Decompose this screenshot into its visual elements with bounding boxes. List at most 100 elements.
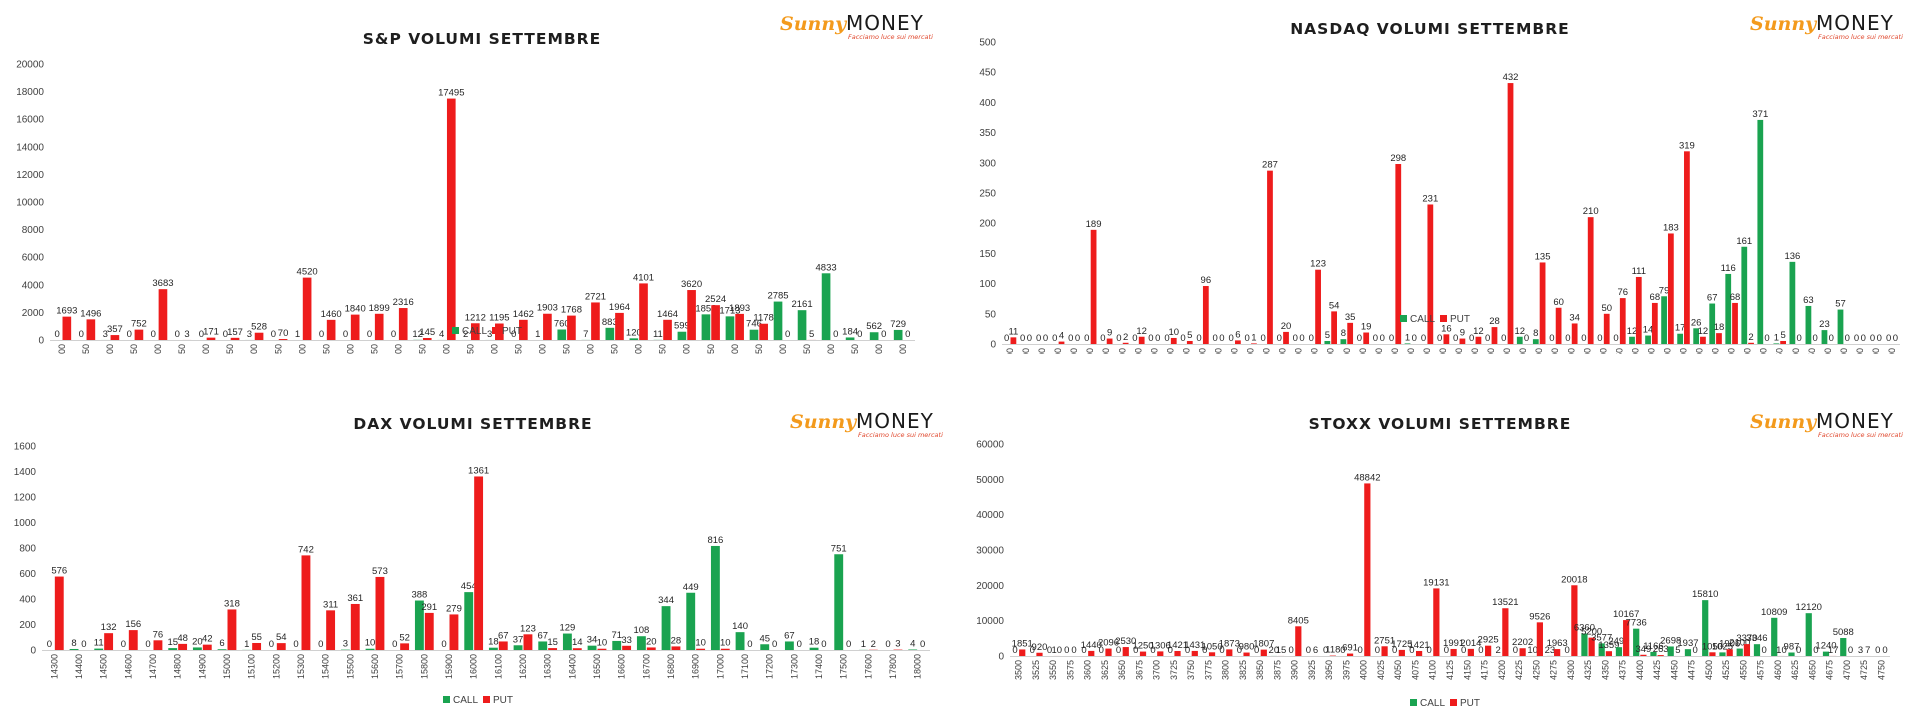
put-data-label: 1807 <box>1253 639 1274 650</box>
call-data-label: 599 <box>674 321 690 332</box>
call-bar <box>735 632 745 650</box>
call-data-label: 0 <box>1389 333 1394 344</box>
y-tick-label: 14000 <box>16 142 44 153</box>
logo-tagline: Facciamo luce sui mercati <box>1818 33 1903 41</box>
call-bar <box>1598 643 1605 656</box>
put-data-label: 1431 <box>1184 640 1205 651</box>
put-data-label: 0 <box>1877 333 1882 344</box>
logo-money-text: MONEY <box>1816 409 1894 433</box>
x-tick-label: 3500 <box>201 344 211 354</box>
x-tick-label: 4625 <box>1790 660 1800 680</box>
call-data-label: 0 <box>1288 645 1293 656</box>
x-tick-label: 3600 <box>1083 660 1093 680</box>
y-tick-label: 30000 <box>976 546 1004 557</box>
dax-chart-title: DAX VOLUMI SETTEMBRE <box>353 415 592 433</box>
nasdaq-volumes-chart: NASDAQ VOLUMI SETTEMBRE Sunny MONEY Facciam… <box>960 0 1920 354</box>
call-data-label: 0 <box>1392 645 1397 656</box>
call-data-label: 0 <box>1164 333 1169 344</box>
put-bar <box>1475 336 1482 344</box>
call-bar <box>414 600 424 650</box>
x-tick-label: 4325 <box>1583 660 1593 680</box>
put-data-label: 10 <box>720 638 731 649</box>
call-data-label: 0 <box>1020 333 1025 344</box>
call-data-label: 4 <box>439 329 444 340</box>
x-tick-label: 14400 <box>1470 348 1480 354</box>
call-data-label: 0 <box>1219 645 1224 656</box>
put-data-label: 1851 <box>1012 638 1033 649</box>
logo-money-text: MONEY <box>846 11 924 35</box>
put-data-label: 8405 <box>1288 615 1309 626</box>
call-bar <box>1840 638 1847 656</box>
put-bar <box>227 609 237 650</box>
put-data-label: 18 <box>1714 322 1725 333</box>
call-data-label: 562 <box>866 321 882 332</box>
call-data-label: 34 <box>587 635 598 646</box>
put-data-label: 67 <box>498 630 509 641</box>
put-data-label: 42 <box>202 634 213 645</box>
call-data-label: 0 <box>1148 333 1153 344</box>
put-bar <box>1260 649 1267 656</box>
put-data-label: 1421 <box>1167 640 1188 651</box>
call-bar <box>1581 633 1588 656</box>
x-tick-label: 17500 <box>839 654 849 679</box>
put-data-label: 1178 <box>753 313 773 324</box>
call-data-label: 0 <box>1375 645 1380 656</box>
put-data-label: 2524 <box>705 294 726 305</box>
put-bar <box>1122 342 1129 344</box>
call-bar <box>725 316 735 340</box>
legend-put-swatch <box>1440 315 1447 322</box>
put-data-label: 528 <box>251 322 267 333</box>
x-tick-label: 4025 <box>1376 660 1386 680</box>
put-bar <box>1635 276 1642 344</box>
x-tick-label: 4350 <box>610 344 620 354</box>
put-data-label: 55 <box>251 632 262 643</box>
x-tick-label: 16800 <box>666 654 676 679</box>
call-data-label: 0 <box>511 329 516 340</box>
x-tick-label: 3875 <box>1272 660 1282 680</box>
put-bar <box>543 313 552 340</box>
put-data-label: 2530 <box>1115 636 1136 647</box>
put-data-label: 5200 <box>1581 627 1602 638</box>
x-tick-label: 3650 <box>273 344 283 354</box>
call-data-label: 7736 <box>1626 618 1647 629</box>
put-data-label: 0 <box>1848 645 1853 656</box>
legend-put-swatch <box>483 696 490 703</box>
call-data-label: 0 <box>1323 645 1328 656</box>
call-data-label: 4 <box>910 638 915 649</box>
put-data-label: 15 <box>547 637 558 648</box>
put-bar <box>1174 650 1181 656</box>
put-data-label: 132 <box>101 622 117 633</box>
call-bar <box>1516 336 1523 344</box>
put-bar <box>178 643 188 650</box>
x-tick-label: 4675 <box>1825 660 1835 680</box>
call-data-label: 37 <box>513 634 524 645</box>
call-bar <box>710 545 720 650</box>
x-tick-label: 3825 <box>1238 660 1248 680</box>
put-bar <box>1427 204 1434 344</box>
x-tick-label: 4425 <box>1652 660 1662 680</box>
sp-legend: CALL PUT <box>452 326 522 337</box>
put-data-label: 1768 <box>561 305 582 316</box>
x-tick-label: 3900 <box>393 344 403 354</box>
x-tick-label: 15700 <box>1695 348 1705 354</box>
call-data-label: 3 <box>247 329 252 340</box>
call-data-label: 0 <box>319 329 324 340</box>
call-bar <box>365 648 375 650</box>
call-data-label: 11 <box>653 329 663 340</box>
x-tick-label: 4350 <box>1600 660 1610 680</box>
put-data-label: 5 <box>809 329 814 340</box>
put-data-label: 432 <box>1503 72 1519 83</box>
call-bar <box>538 641 548 650</box>
call-data-label: 0 <box>1030 645 1035 656</box>
call-data-label: 184 <box>842 326 858 337</box>
x-tick-label: 14200 <box>1438 348 1448 354</box>
x-tick-label: 16000 <box>469 654 479 679</box>
x-tick-label: 4200 <box>1497 660 1507 680</box>
x-tick-label: 17200 <box>765 654 775 679</box>
logo-money-text: MONEY <box>1816 11 1894 35</box>
x-tick-label: 13800 <box>1374 348 1384 354</box>
put-data-label: 20 <box>1281 321 1292 332</box>
x-tick-label: 3900 <box>1290 660 1300 680</box>
call-data-label: 746 <box>746 319 762 330</box>
